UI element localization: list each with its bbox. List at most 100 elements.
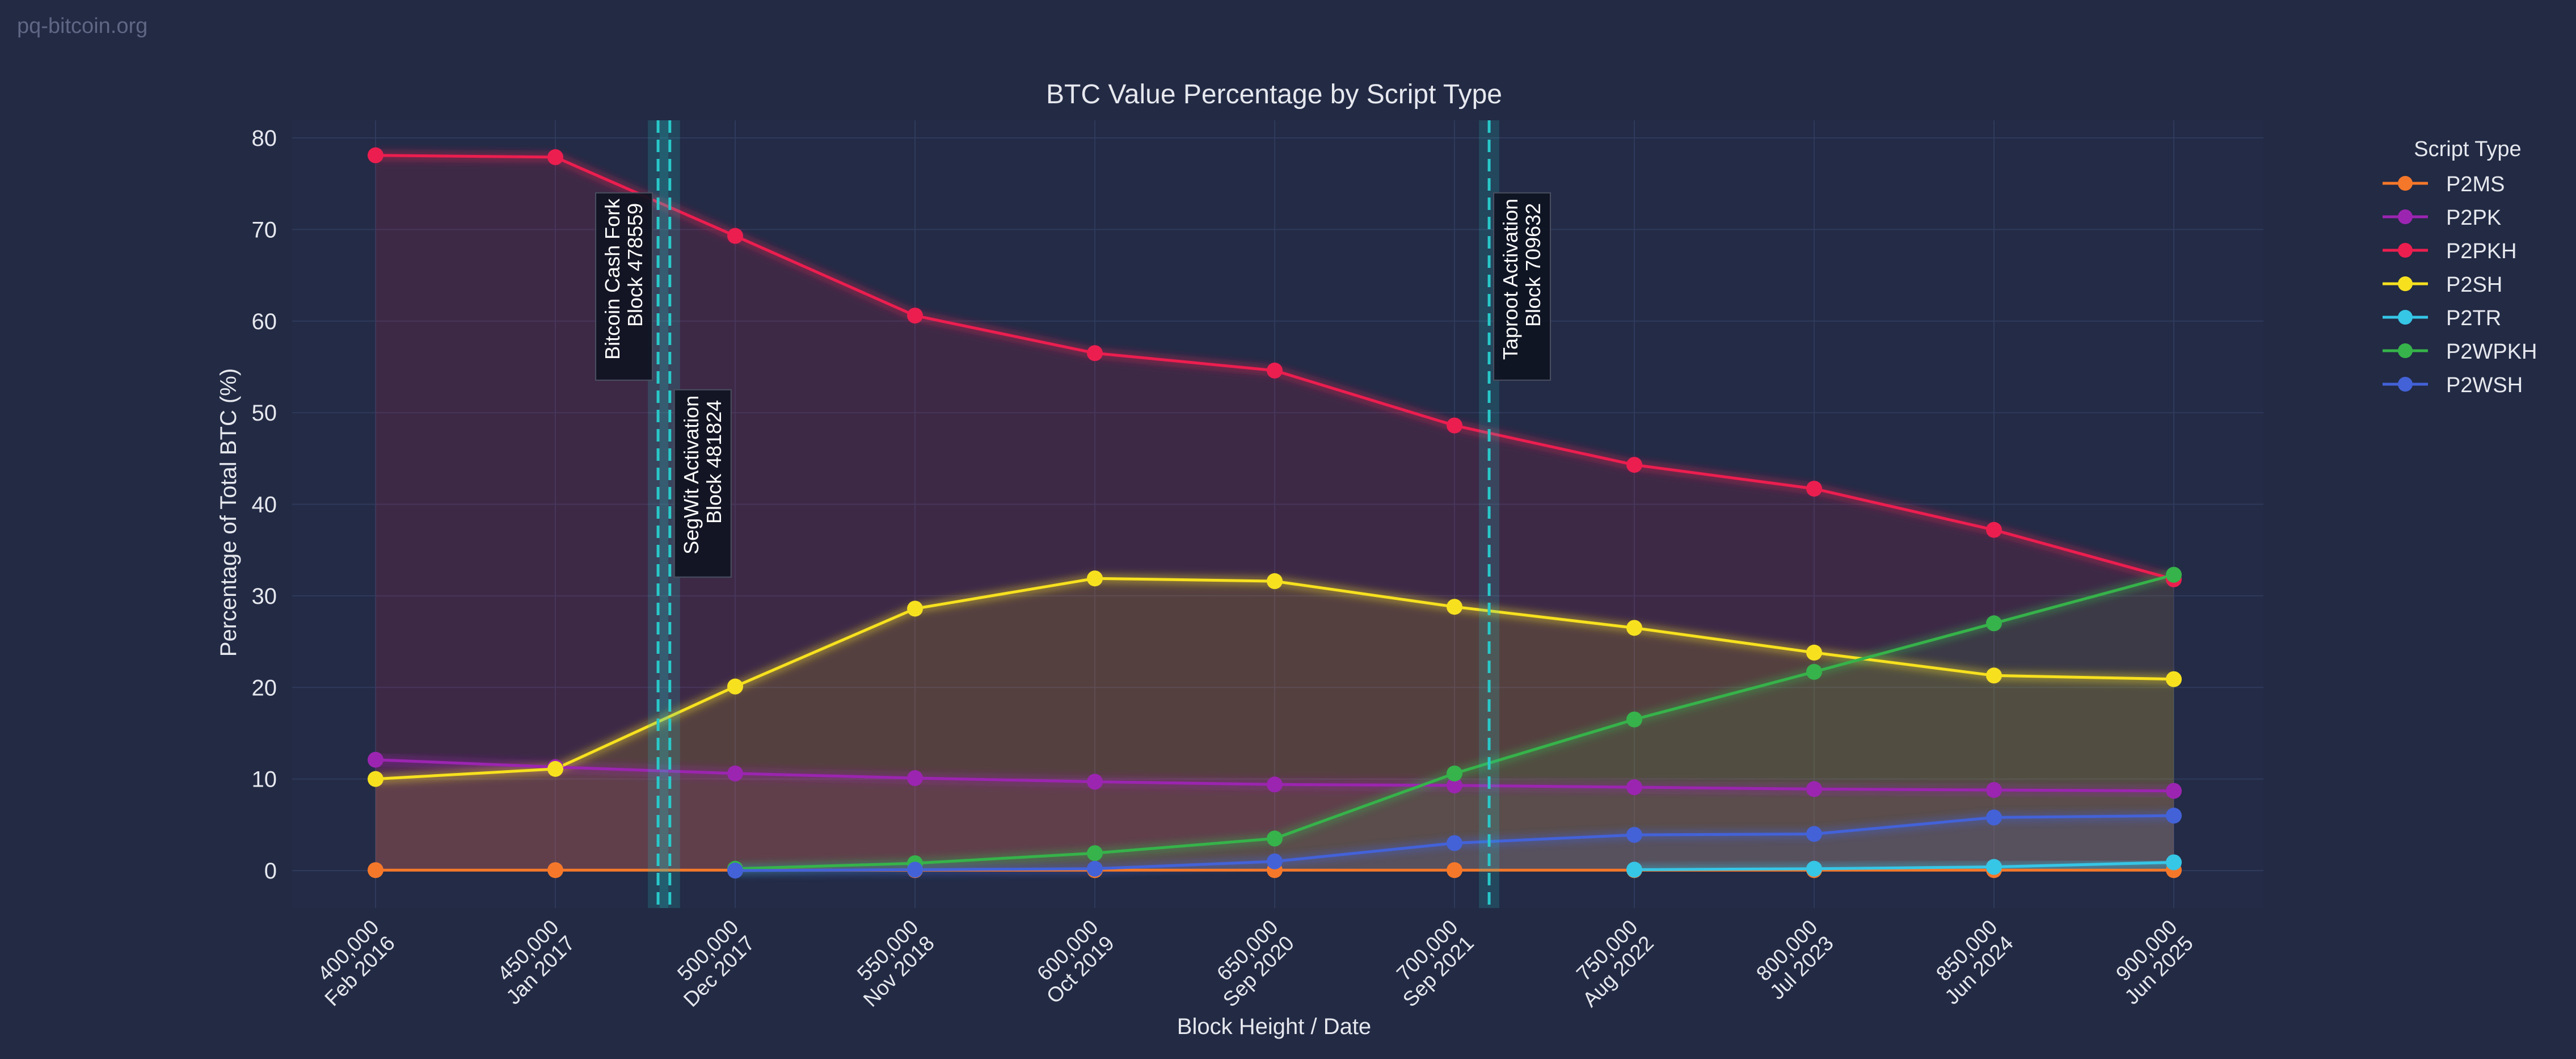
legend-label: P2SH — [2446, 273, 2502, 297]
data-point-p2pk — [727, 765, 743, 781]
event-label-line1: SegWit Activation — [680, 396, 703, 554]
event-label-box — [673, 389, 732, 578]
legend-label: P2TR — [2446, 306, 2501, 330]
event-label: Taproot Activation Block 709632 — [1493, 192, 1551, 381]
legend-title: Script Type — [2414, 137, 2521, 161]
event-label-box — [595, 192, 654, 381]
event-label-text: Taproot Activation Block 709632 — [1499, 199, 1545, 360]
data-point-p2tr — [1806, 860, 1822, 877]
y-tick-label: 10 — [252, 767, 277, 792]
data-point-p2wsh — [727, 863, 743, 879]
data-point-p2wsh — [1986, 809, 2002, 826]
legend-item-p2sh: P2SH — [2383, 273, 2502, 297]
data-point-p2sh — [1626, 620, 1642, 636]
data-point-p2wsh — [2166, 808, 2182, 824]
data-point-p2sh — [1267, 573, 1283, 590]
legend-swatch-marker — [2398, 243, 2413, 258]
data-point-p2sh — [547, 760, 563, 777]
data-point-p2pk — [907, 770, 923, 787]
data-point-p2pk — [1806, 781, 1822, 797]
data-point-p2wsh — [1447, 835, 1462, 851]
legend-item-p2wpkh: P2WPKH — [2383, 340, 2537, 364]
y-tick-label: 60 — [252, 309, 277, 334]
marker-layer — [368, 147, 2182, 879]
data-point-p2wsh — [907, 862, 923, 878]
legend-label: P2MS — [2446, 173, 2505, 196]
legend-label: P2PKH — [2446, 239, 2517, 263]
y-tick-label: 30 — [252, 584, 277, 609]
y-tick-label: 20 — [252, 675, 277, 700]
data-point-p2sh — [727, 678, 743, 695]
legend-item-p2wsh: P2WSH — [2383, 373, 2523, 397]
data-point-p2sh — [2166, 671, 2182, 687]
event-label-text: SegWit Activation Block 481824 — [680, 396, 726, 554]
y-tick-label: 50 — [252, 401, 277, 426]
data-point-p2pk — [1986, 781, 2002, 798]
data-point-p2wsh — [1087, 860, 1103, 877]
data-point-p2tr — [2166, 854, 2182, 871]
data-point-p2pkh — [1806, 481, 1822, 497]
event-label-line2: Block 481824 — [702, 400, 726, 524]
data-point-p2pkh — [1267, 362, 1283, 379]
data-point-p2wsh — [1267, 853, 1283, 869]
legend-label: P2PK — [2446, 206, 2501, 230]
data-point-p2tr — [1986, 859, 2002, 875]
series-line-p2tr — [1634, 861, 2174, 871]
data-point-p2pkh — [1626, 457, 1642, 473]
legend-item-p2ms: P2MS — [2383, 173, 2505, 196]
data-point-p2wpkh — [1626, 711, 1642, 728]
data-point-p2pkh — [1986, 522, 2002, 538]
data-point-p2tr — [1626, 862, 1642, 878]
data-point-p2pk — [1267, 776, 1283, 793]
data-point-p2ms — [368, 862, 383, 879]
legend-swatch-marker — [2398, 176, 2413, 191]
y-tick-label: 80 — [252, 126, 277, 151]
data-point-p2sh — [907, 600, 923, 617]
data-point-p2pkh — [727, 228, 743, 244]
data-point-p2wpkh — [1806, 663, 1822, 680]
event-label: SegWit Activation Block 481824 — [673, 389, 732, 578]
data-point-p2ms — [547, 862, 563, 879]
data-point-p2pk — [1626, 779, 1642, 796]
event-label-line1: Taproot Activation — [1499, 199, 1522, 360]
data-point-p2sh — [1447, 599, 1462, 615]
legend-item-p2pkh: P2PKH — [2383, 239, 2517, 263]
data-point-p2pkh — [907, 308, 923, 324]
data-point-p2pk — [1087, 774, 1103, 790]
data-point-p2wsh — [1626, 827, 1642, 843]
y-tick-label: 0 — [264, 859, 277, 884]
legend-swatch-marker — [2398, 343, 2413, 358]
watermark: pq-bitcoin.org — [17, 14, 147, 38]
data-point-p2wpkh — [1447, 765, 1462, 781]
legend-swatch-marker — [2398, 209, 2413, 224]
legend-label: P2WPKH — [2446, 340, 2537, 364]
data-point-p2pkh — [1087, 345, 1103, 362]
data-point-p2pkh — [368, 147, 383, 163]
data-point-p2ms — [1447, 862, 1462, 879]
data-point-p2pkh — [1447, 417, 1462, 434]
data-point-p2sh — [368, 771, 383, 787]
data-point-p2sh — [1806, 644, 1822, 661]
y-axis-label: Percentage of Total BTC (%) — [216, 368, 241, 657]
legend: Script Type P2MS P2PK P2PKH P2SH P2TR P2WPKH P… — [2383, 137, 2537, 397]
data-point-p2pk — [2166, 783, 2182, 799]
legend-item-p2pk: P2PK — [2383, 206, 2501, 230]
event-label: Bitcoin Cash Fork Block 478559 — [595, 192, 654, 381]
y-tick-label: 70 — [252, 217, 277, 242]
data-point-p2wpkh — [2166, 566, 2182, 583]
event-label-box — [1493, 192, 1551, 381]
event-label-line2: Block 478559 — [623, 203, 647, 327]
event-label-line1: Bitcoin Cash Fork — [601, 198, 624, 360]
data-point-p2pk — [368, 751, 383, 768]
data-point-p2wpkh — [1986, 615, 2002, 632]
